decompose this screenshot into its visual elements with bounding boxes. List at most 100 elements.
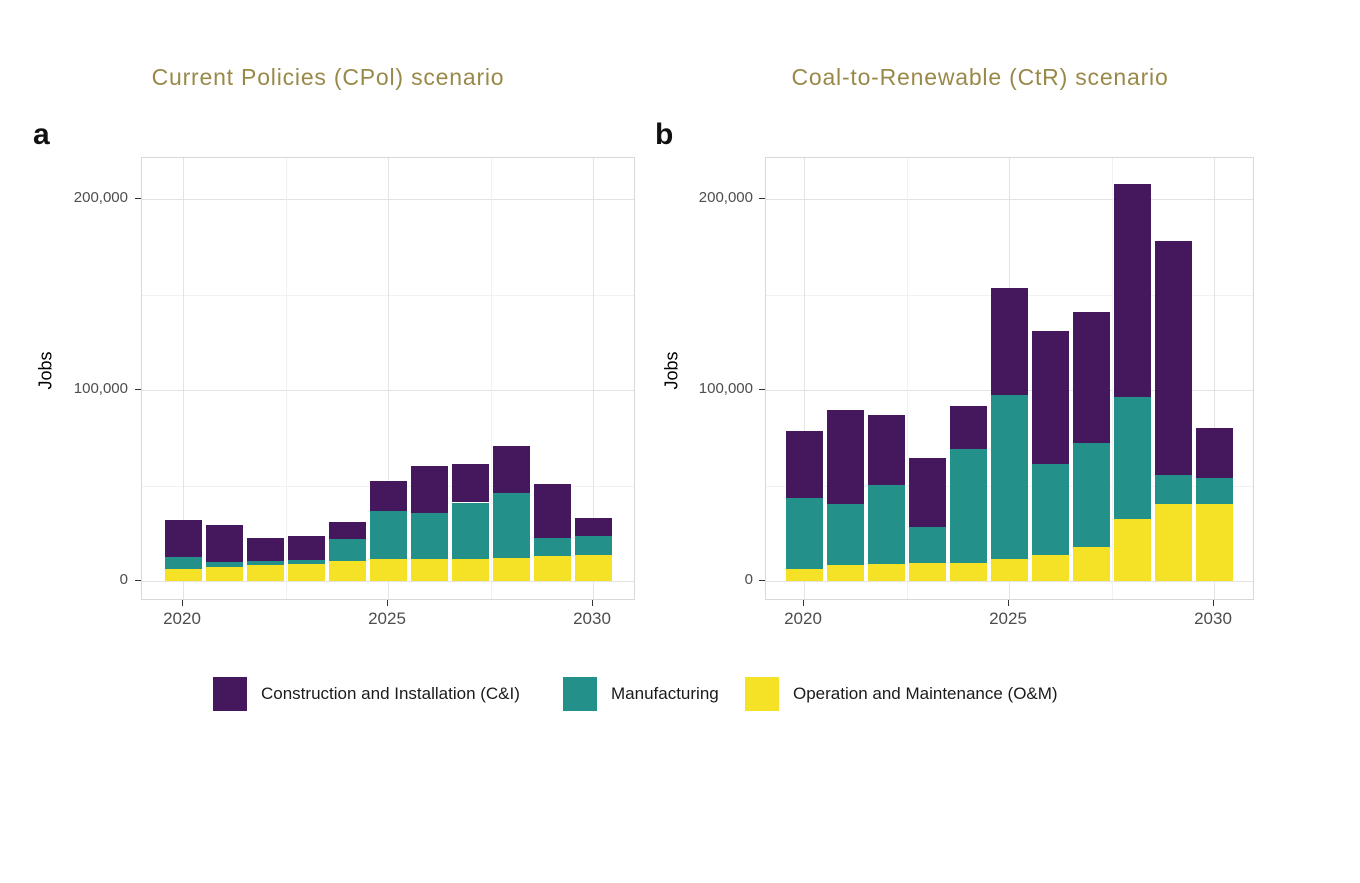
stacked-bar-ctr-2026 bbox=[1031, 330, 1069, 581]
stacked-bar-cpol-2029 bbox=[533, 483, 571, 581]
bar-segment bbox=[533, 483, 571, 538]
bar-segment bbox=[492, 493, 530, 558]
stacked-bar-cpol-2024 bbox=[328, 521, 366, 581]
y-tick-label: 100,000 bbox=[73, 380, 128, 397]
plot-area-ctr bbox=[765, 157, 1254, 600]
bar-segment bbox=[1154, 503, 1192, 581]
bar-segment bbox=[574, 535, 612, 556]
bar-segment bbox=[908, 563, 946, 581]
y-tick-label: 200,000 bbox=[698, 189, 753, 206]
bar-segment bbox=[287, 563, 325, 581]
x-major-gridline bbox=[183, 158, 184, 599]
bar-segment bbox=[1031, 330, 1069, 465]
bar-segment bbox=[164, 569, 202, 581]
bar-segment bbox=[451, 558, 489, 581]
x-tick-mark bbox=[182, 600, 183, 606]
bar-segment bbox=[451, 502, 489, 559]
stacked-bar-ctr-2023 bbox=[908, 458, 946, 581]
x-tick-mark bbox=[387, 600, 388, 606]
stacked-bar-cpol-2027 bbox=[451, 464, 489, 581]
stacked-bar-ctr-2020 bbox=[785, 430, 823, 581]
bar-segment bbox=[826, 565, 864, 581]
stacked-bar-ctr-2029 bbox=[1154, 240, 1192, 581]
x-tick-label: 2030 bbox=[573, 609, 611, 628]
bar-segment bbox=[785, 568, 823, 581]
x-major-gridline bbox=[593, 158, 594, 599]
panel-a-label: a bbox=[33, 118, 50, 151]
stacked-bar-cpol-2025 bbox=[369, 480, 407, 581]
stacked-bar-ctr-2025 bbox=[990, 288, 1028, 581]
legend-label-manufacturing: Manufacturing bbox=[611, 684, 719, 703]
y-tick-mark bbox=[135, 389, 141, 390]
bar-segment bbox=[949, 406, 987, 449]
x-tick-mark bbox=[1008, 600, 1009, 606]
bar-segment bbox=[205, 525, 243, 563]
stacked-bar-cpol-2020 bbox=[164, 520, 202, 581]
bar-segment bbox=[164, 520, 202, 558]
bar-segment bbox=[287, 559, 325, 564]
legend-item-manufacturing: Manufacturing bbox=[563, 677, 719, 711]
manufacturing-swatch-icon bbox=[563, 677, 597, 711]
legend-item-construction: Construction and Installation (C&I) bbox=[213, 677, 520, 711]
bar-segment bbox=[990, 288, 1028, 396]
bar-segment bbox=[867, 563, 905, 581]
plot-area-cpol bbox=[141, 157, 635, 600]
stacked-bar-cpol-2030 bbox=[574, 517, 612, 581]
y-tick-mark bbox=[135, 198, 141, 199]
bar-segment bbox=[1113, 184, 1151, 398]
bar-segment bbox=[410, 466, 448, 514]
bar-segment bbox=[1072, 442, 1110, 547]
bar-segment bbox=[369, 559, 407, 581]
bar-segment bbox=[533, 555, 571, 581]
y-tick-label: 0 bbox=[744, 571, 753, 588]
bar-segment bbox=[1154, 475, 1192, 504]
legend-label-construction: Construction and Installation (C&I) bbox=[261, 684, 520, 703]
y-tick-label: 200,000 bbox=[73, 189, 128, 206]
stacked-bar-cpol-2028 bbox=[492, 445, 530, 581]
x-major-gridline bbox=[388, 158, 389, 599]
x-tick-mark bbox=[803, 600, 804, 606]
bar-segment bbox=[785, 430, 823, 498]
stacked-bar-cpol-2023 bbox=[287, 535, 325, 581]
bar-segment bbox=[1195, 504, 1233, 581]
bar-segment bbox=[369, 510, 407, 560]
bar-segment bbox=[533, 537, 571, 556]
stacked-bar-ctr-2022 bbox=[867, 414, 905, 581]
bar-segment bbox=[246, 565, 284, 581]
stacked-bar-ctr-2028 bbox=[1113, 184, 1151, 581]
bar-segment bbox=[451, 464, 489, 503]
x-minor-gridline bbox=[285, 158, 287, 599]
bar-segment bbox=[1072, 546, 1110, 581]
bar-segment bbox=[205, 567, 243, 581]
stacked-bar-ctr-2027 bbox=[1072, 311, 1110, 581]
bar-segment bbox=[410, 559, 448, 581]
x-minor-gridline bbox=[1111, 158, 1113, 599]
stacked-bar-ctr-2021 bbox=[826, 409, 864, 581]
bar-segment bbox=[287, 535, 325, 560]
construction-swatch-icon bbox=[213, 677, 247, 711]
stacked-bar-cpol-2021 bbox=[205, 525, 243, 581]
bar-segment bbox=[1031, 555, 1069, 581]
bar-segment bbox=[826, 503, 864, 566]
stacked-bar-ctr-2030 bbox=[1195, 428, 1233, 581]
panel-a-title: Current Policies (CPol) scenario bbox=[151, 64, 505, 90]
legend-item-operation: Operation and Maintenance (O&M) bbox=[745, 677, 1058, 711]
y-tick-mark bbox=[135, 580, 141, 581]
bar-segment bbox=[328, 539, 366, 561]
y-tick-label: 0 bbox=[119, 571, 128, 588]
stacked-bar-cpol-2022 bbox=[246, 538, 284, 581]
bar-segment bbox=[328, 560, 366, 581]
x-tick-label: 2020 bbox=[163, 609, 201, 628]
bar-segment bbox=[1195, 477, 1233, 505]
bar-segment bbox=[867, 485, 905, 564]
bar-segment bbox=[1113, 397, 1151, 519]
bar-segment bbox=[785, 497, 823, 569]
operation-swatch-icon bbox=[745, 677, 779, 711]
bar-segment bbox=[164, 557, 202, 570]
bar-segment bbox=[246, 560, 284, 566]
stacked-bar-cpol-2026 bbox=[410, 466, 448, 581]
x-minor-gridline bbox=[906, 158, 908, 599]
bar-segment bbox=[1113, 518, 1151, 581]
